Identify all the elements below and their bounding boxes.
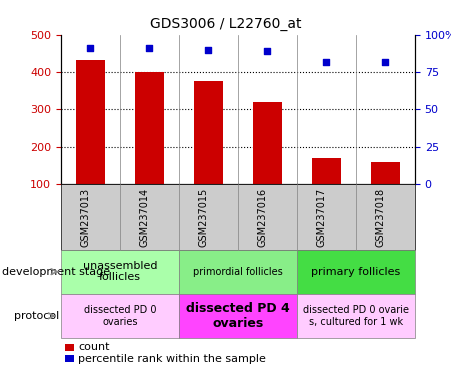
Point <box>146 45 153 51</box>
Point <box>323 58 330 65</box>
Point <box>264 48 271 54</box>
Text: GSM237018: GSM237018 <box>375 187 386 247</box>
Text: GSM237013: GSM237013 <box>80 187 90 247</box>
Point <box>87 45 94 51</box>
Bar <box>193 81 223 222</box>
Text: GSM237014: GSM237014 <box>139 187 149 247</box>
Text: GSM237015: GSM237015 <box>198 187 208 247</box>
Text: dissected PD 0 ovarie
s, cultured for 1 wk: dissected PD 0 ovarie s, cultured for 1 … <box>303 305 409 327</box>
Text: count: count <box>78 342 110 352</box>
Text: protocol: protocol <box>14 311 59 321</box>
Text: GSM237016: GSM237016 <box>258 187 267 247</box>
Text: percentile rank within the sample: percentile rank within the sample <box>78 354 266 364</box>
Text: dissected PD 0
ovaries: dissected PD 0 ovaries <box>83 305 156 327</box>
Bar <box>65 355 74 362</box>
Bar <box>253 102 282 222</box>
Text: primordial follicles: primordial follicles <box>193 266 283 277</box>
Text: development stage: development stage <box>2 266 110 277</box>
Text: primary follicles: primary follicles <box>311 266 400 277</box>
Bar <box>76 60 105 222</box>
Text: dissected PD 4
ovaries: dissected PD 4 ovaries <box>186 302 290 330</box>
Point <box>205 46 212 53</box>
Bar <box>371 162 400 222</box>
Text: GSM237017: GSM237017 <box>317 187 327 247</box>
Bar <box>65 344 74 351</box>
Text: GDS3006 / L22760_at: GDS3006 / L22760_at <box>150 17 301 31</box>
Bar <box>312 158 341 222</box>
Point <box>382 58 389 65</box>
Bar <box>135 72 164 222</box>
Text: unassembled
follicles: unassembled follicles <box>83 261 157 283</box>
